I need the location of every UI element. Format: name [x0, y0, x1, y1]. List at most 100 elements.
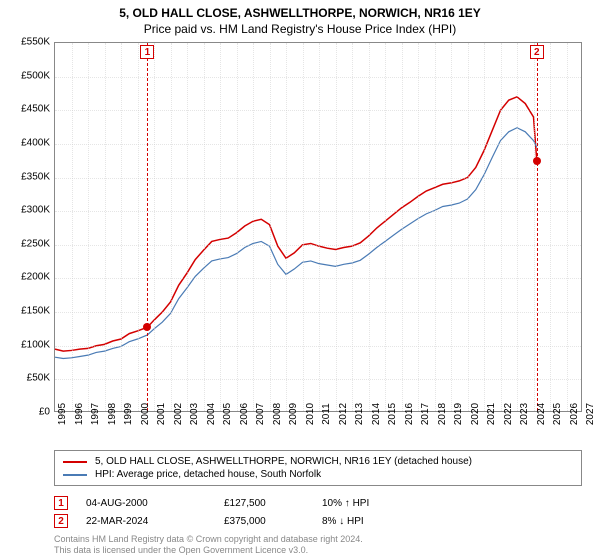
- gridline-v: [418, 43, 419, 411]
- gridline-v: [88, 43, 89, 411]
- y-tick-label: £450K: [6, 104, 50, 115]
- y-tick-label: £250K: [6, 238, 50, 249]
- x-tick-label: 2011: [321, 403, 332, 425]
- x-tick-label: 2021: [486, 403, 497, 425]
- transaction-pct: 10% ↑ HPI: [322, 498, 442, 509]
- gridline-v: [336, 43, 337, 411]
- y-tick-label: £0: [6, 407, 50, 418]
- transaction-price: £375,000: [224, 516, 304, 527]
- gridline-h: [55, 278, 581, 279]
- gridline-v: [385, 43, 386, 411]
- transaction-marker: 2: [54, 514, 68, 528]
- attribution-line2: This data is licensed under the Open Gov…: [54, 545, 582, 556]
- gridline-v: [352, 43, 353, 411]
- x-tick-label: 2023: [519, 403, 530, 425]
- gridline-v: [484, 43, 485, 411]
- gridline-h: [55, 245, 581, 246]
- attribution: Contains HM Land Registry data © Crown c…: [54, 534, 582, 556]
- x-tick-label: 2005: [222, 403, 233, 425]
- x-tick-label: 2019: [453, 403, 464, 425]
- transaction-row: 2 22-MAR-2024 £375,000 8% ↓ HPI: [54, 512, 582, 530]
- legend-row-property: 5, OLD HALL CLOSE, ASHWELLTHORPE, NORWIC…: [63, 455, 573, 468]
- transaction-row: 1 04-AUG-2000 £127,500 10% ↑ HPI: [54, 494, 582, 512]
- chart-subtitle: Price paid vs. HM Land Registry's House …: [0, 20, 600, 36]
- gridline-v: [319, 43, 320, 411]
- gridline-h: [55, 77, 581, 78]
- gridline-v: [303, 43, 304, 411]
- x-tick-label: 2001: [156, 403, 167, 425]
- y-tick-label: £50K: [6, 373, 50, 384]
- gridline-h: [55, 312, 581, 313]
- x-tick-label: 2000: [140, 403, 151, 425]
- gridline-h: [55, 346, 581, 347]
- transaction-date: 22-MAR-2024: [86, 516, 206, 527]
- gridline-h: [55, 178, 581, 179]
- y-tick-label: £150K: [6, 306, 50, 317]
- gridline-v: [567, 43, 568, 411]
- gridline-h: [55, 144, 581, 145]
- x-tick-label: 2003: [189, 403, 200, 425]
- x-tick-label: 2009: [288, 403, 299, 425]
- gridline-v: [501, 43, 502, 411]
- gridline-v: [220, 43, 221, 411]
- chart-title: 5, OLD HALL CLOSE, ASHWELLTHORPE, NORWIC…: [0, 0, 600, 20]
- gridline-v: [171, 43, 172, 411]
- gridline-v: [517, 43, 518, 411]
- gridline-v: [435, 43, 436, 411]
- x-tick-label: 2017: [420, 403, 431, 425]
- x-tick-label: 1996: [74, 403, 85, 425]
- legend-swatch: [63, 461, 87, 463]
- x-tick-label: 2002: [173, 403, 184, 425]
- marker-box-2: 2: [530, 45, 544, 59]
- transactions-table: 1 04-AUG-2000 £127,500 10% ↑ HPI 2 22-MAR-202…: [54, 494, 582, 530]
- transaction-marker: 1: [54, 496, 68, 510]
- x-tick-label: 2016: [404, 403, 415, 425]
- x-tick-label: 2008: [272, 403, 283, 425]
- legend-swatch: [63, 474, 87, 476]
- gridline-v: [154, 43, 155, 411]
- gridline-v: [451, 43, 452, 411]
- y-tick-label: £550K: [6, 37, 50, 48]
- legend-label: 5, OLD HALL CLOSE, ASHWELLTHORPE, NORWIC…: [95, 456, 472, 467]
- x-tick-label: 1997: [90, 403, 101, 425]
- transaction-date: 04-AUG-2000: [86, 498, 206, 509]
- x-tick-label: 2012: [338, 403, 349, 425]
- x-tick-label: 2010: [305, 403, 316, 425]
- x-tick-label: 2015: [387, 403, 398, 425]
- attribution-line1: Contains HM Land Registry data © Crown c…: [54, 534, 582, 545]
- x-tick-label: 2022: [503, 403, 514, 425]
- series-hpi: [55, 128, 537, 359]
- x-tick-label: 2018: [437, 403, 448, 425]
- gridline-v: [204, 43, 205, 411]
- gridline-v: [72, 43, 73, 411]
- marker-line-2: [537, 43, 538, 411]
- y-tick-label: £100K: [6, 339, 50, 350]
- transaction-price: £127,500: [224, 498, 304, 509]
- gridline-h: [55, 379, 581, 380]
- transaction-pct: 8% ↓ HPI: [322, 516, 442, 527]
- marker-dot-1: [143, 323, 151, 331]
- y-tick-label: £300K: [6, 205, 50, 216]
- legend: 5, OLD HALL CLOSE, ASHWELLTHORPE, NORWIC…: [54, 450, 582, 486]
- gridline-h: [55, 110, 581, 111]
- x-tick-label: 2025: [552, 403, 563, 425]
- y-tick-label: £500K: [6, 70, 50, 81]
- gridline-v: [534, 43, 535, 411]
- marker-box-1: 1: [140, 45, 154, 59]
- x-tick-label: 2024: [536, 403, 547, 425]
- gridline-v: [286, 43, 287, 411]
- x-tick-label: 2004: [206, 403, 217, 425]
- chart-container: 5, OLD HALL CLOSE, ASHWELLTHORPE, NORWIC…: [0, 0, 600, 560]
- y-tick-label: £400K: [6, 137, 50, 148]
- gridline-v: [253, 43, 254, 411]
- x-tick-label: 2014: [371, 403, 382, 425]
- x-tick-label: 2026: [569, 403, 580, 425]
- gridline-v: [402, 43, 403, 411]
- x-tick-label: 2020: [470, 403, 481, 425]
- gridline-v: [121, 43, 122, 411]
- x-tick-label: 1998: [107, 403, 118, 425]
- x-tick-label: 2013: [354, 403, 365, 425]
- x-tick-label: 2007: [255, 403, 266, 425]
- gridline-v: [237, 43, 238, 411]
- x-tick-label: 1995: [57, 403, 68, 425]
